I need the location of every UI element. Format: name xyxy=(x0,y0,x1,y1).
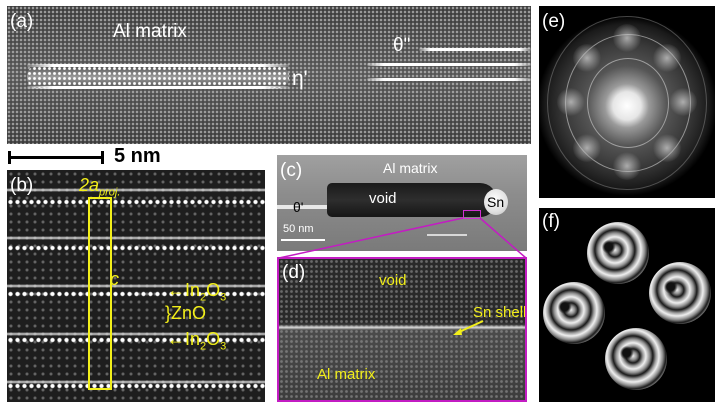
panel-f-image: (f) xyxy=(539,208,715,402)
al-matrix-label: Al matrix xyxy=(113,21,187,42)
panel-a-image: (a) Al matrix η' θ" xyxy=(7,6,531,144)
panel-c-scale-bar xyxy=(281,239,325,241)
eta-prime-edge-top xyxy=(27,64,289,67)
panel-c-label: (c) xyxy=(280,160,303,181)
scale-bar xyxy=(8,151,104,164)
eta-prime-edge-bottom xyxy=(27,86,289,89)
cell-c-label: c xyxy=(110,269,119,289)
diffraction-lobe xyxy=(653,134,681,162)
diffraction-disk xyxy=(543,282,605,344)
theta-double-prime-line-1 xyxy=(419,48,531,51)
panel-c-scale-label: 50 nm xyxy=(283,223,314,235)
theta-prime-label: θ' xyxy=(293,199,304,215)
panel-d-label: (d) xyxy=(282,262,306,283)
outer-ring xyxy=(547,16,707,190)
panel-f-label: (f) xyxy=(542,211,560,232)
atomic-row xyxy=(7,199,265,205)
diffraction-lobe xyxy=(573,134,601,162)
sn-shell-label: Sn shell xyxy=(473,304,527,321)
diffraction-disk xyxy=(587,222,649,284)
layer-in2o3-top: ←In2O3 xyxy=(167,280,227,304)
al-matrix-label: Al matrix xyxy=(317,366,376,383)
atomic-row xyxy=(7,245,265,251)
panel-b-label: (b) xyxy=(10,175,34,196)
diffraction-disk xyxy=(605,328,667,390)
panel-a-label: (a) xyxy=(10,11,34,32)
theta-double-prime-line-2 xyxy=(367,63,531,66)
panel-c-image: (c) Al matrix void Sn θ' 50 nm xyxy=(277,155,527,251)
theta-prime-plate xyxy=(277,205,327,209)
theta-double-prime-label: θ" xyxy=(393,35,411,56)
atomic-row xyxy=(7,383,265,389)
zoom-region-box xyxy=(463,210,481,219)
scale-bar-label: 5 nm xyxy=(114,145,161,167)
atomic-row xyxy=(7,337,265,343)
cell-a-label: 2aproj. xyxy=(79,175,121,199)
eta-prime-precipitate xyxy=(27,66,289,88)
eta-prime-label: η' xyxy=(292,67,308,90)
void-label: void xyxy=(369,190,397,207)
al-matrix-label: Al matrix xyxy=(383,160,438,176)
diffraction-lobe xyxy=(557,88,585,116)
theta-prime-plate-small xyxy=(427,234,467,236)
layer-in2o3-bottom: ←In2O3 xyxy=(167,329,227,353)
sn-label: Sn xyxy=(487,194,505,210)
sn-particle xyxy=(484,189,508,215)
diffraction-lobe xyxy=(669,88,697,116)
atomic-row xyxy=(7,291,265,297)
diffraction-disk xyxy=(649,262,711,324)
panel-b-image: (b) 2aproj. c ←In2O3 }ZnO ←In2O3 xyxy=(7,170,265,402)
sn-shell-arrow xyxy=(453,320,484,335)
sn-shell-band xyxy=(279,325,525,330)
void-label: void xyxy=(379,272,407,289)
panel-e-image: (e) xyxy=(539,6,715,198)
diffraction-lobe xyxy=(573,44,601,72)
layer-zno: }ZnO xyxy=(165,303,207,323)
panel-e-label: (e) xyxy=(542,11,566,32)
unit-cell-box xyxy=(88,197,112,390)
inner-ring xyxy=(587,58,669,148)
diffraction-lobe xyxy=(613,24,641,52)
theta-double-prime-line-3 xyxy=(367,78,531,81)
diffraction-lobe xyxy=(613,152,641,180)
panel-d-image: (d) void Sn shell Al matrix xyxy=(277,257,527,402)
void-region xyxy=(327,183,497,217)
diffraction-lobe xyxy=(653,44,681,72)
